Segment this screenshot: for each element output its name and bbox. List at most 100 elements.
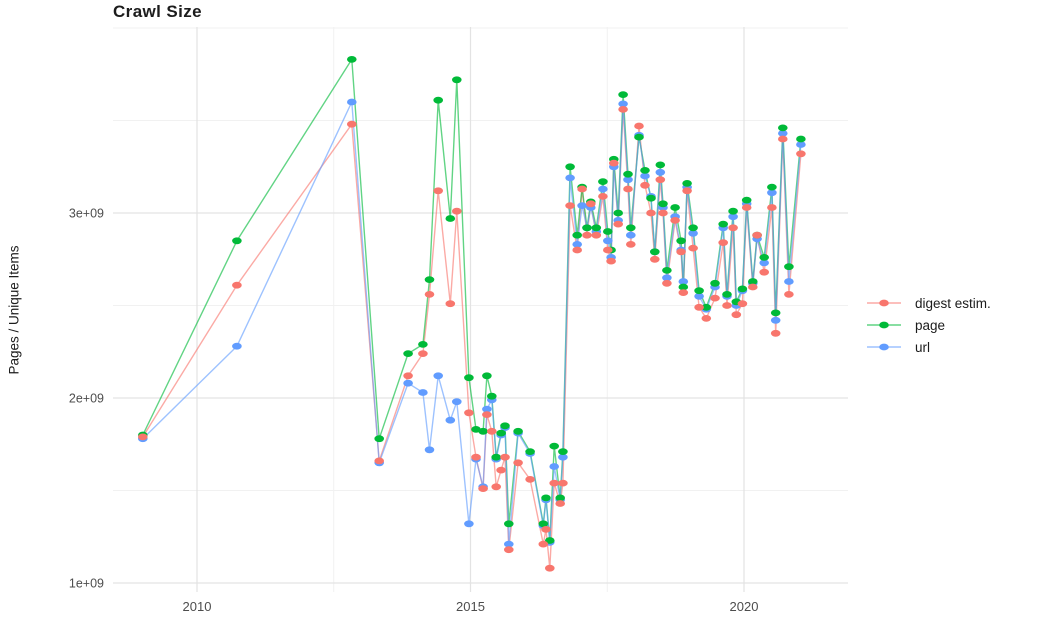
data-point-digest	[418, 350, 428, 357]
data-point-url	[623, 176, 633, 184]
data-point-url	[784, 278, 794, 285]
data-point-page	[582, 224, 592, 232]
data-point-digest	[491, 483, 502, 491]
data-point-digest	[549, 479, 559, 487]
data-point-digest	[640, 181, 650, 189]
legend-key-digest-icon	[866, 296, 902, 310]
data-point-url	[424, 446, 435, 454]
data-point-url	[759, 259, 769, 267]
x-tick-label: 2020	[730, 599, 759, 614]
data-point-page	[728, 207, 738, 215]
legend-key-page-icon	[866, 318, 902, 332]
legend-key-point	[879, 299, 889, 307]
data-point-digest	[650, 255, 660, 263]
data-point-digest	[678, 289, 689, 296]
data-point-digest	[452, 207, 462, 215]
data-point-digest	[784, 291, 794, 298]
data-point-page	[770, 309, 781, 317]
data-point-digest	[618, 106, 628, 113]
data-point-digest	[606, 257, 616, 265]
data-point-url	[452, 398, 462, 406]
data-point-page	[682, 180, 692, 187]
data-point-page	[452, 76, 462, 84]
data-point-digest	[545, 564, 555, 572]
data-point-digest	[603, 246, 613, 254]
data-point-page	[403, 350, 413, 357]
data-point-url	[464, 520, 474, 528]
data-point-page	[688, 224, 698, 232]
data-point-page	[513, 427, 523, 435]
data-point-url	[655, 168, 666, 176]
series-lines	[142, 58, 802, 569]
data-point-digest	[582, 231, 592, 239]
data-point-page	[374, 435, 385, 443]
y-axis-title: Pages / Unique Items	[6, 245, 22, 375]
y-tick-label: 2e+09	[69, 392, 104, 406]
legend-label-url: url	[915, 339, 931, 355]
x-tick-label: 2010	[183, 599, 212, 614]
data-point-digest	[623, 185, 633, 193]
data-point-page	[634, 133, 644, 141]
data-point-url	[796, 141, 806, 148]
legend-key-url-icon	[866, 340, 902, 354]
legend-key-point	[879, 343, 889, 351]
legend: digest estim. page url	[866, 292, 991, 358]
data-point-page	[767, 183, 777, 191]
data-point-page	[737, 285, 748, 293]
data-point-page	[478, 427, 488, 435]
y-tick-label: 1e+09	[69, 577, 104, 591]
data-point-url	[694, 292, 704, 300]
data-point-page	[591, 224, 602, 232]
data-point-digest	[598, 193, 608, 200]
data-point-page	[598, 178, 608, 186]
data-point-digest	[731, 311, 742, 319]
data-point-digest	[655, 176, 666, 184]
data-point-digest	[586, 200, 596, 208]
data-point-digest	[609, 159, 619, 167]
data-point-page	[655, 161, 666, 169]
data-point-page	[670, 204, 680, 211]
data-point-digest	[403, 372, 413, 380]
data-point-url	[565, 174, 575, 182]
data-point-digest	[770, 329, 781, 337]
data-point-page	[718, 220, 728, 228]
data-point-digest	[478, 485, 488, 492]
data-point-url	[572, 241, 582, 248]
data-point-page	[504, 520, 514, 528]
data-point-digest	[688, 244, 698, 252]
data-point-digest	[374, 457, 385, 465]
data-point-digest	[710, 294, 720, 302]
data-point-url	[688, 229, 698, 237]
data-point-url	[640, 172, 650, 180]
y-tick-label: 3e+09	[69, 207, 104, 221]
data-point-digest	[541, 526, 551, 533]
data-point-digest	[662, 279, 672, 287]
data-point-url	[418, 389, 428, 396]
data-point-page	[650, 248, 660, 256]
data-point-digest	[646, 209, 656, 217]
data-point-digest	[737, 300, 748, 308]
data-point-page	[662, 267, 672, 274]
data-point-page	[572, 231, 582, 239]
data-point-digest	[471, 453, 481, 461]
data-point-url	[558, 453, 568, 461]
data-point-page	[796, 135, 806, 143]
data-point-digest	[565, 202, 575, 210]
data-point-page	[347, 56, 357, 63]
legend-label-digest: digest estim.	[915, 295, 991, 311]
gridlines-minor	[113, 27, 848, 592]
data-point-page	[722, 291, 732, 298]
data-point-url	[577, 202, 587, 210]
series-points	[138, 56, 806, 572]
legend-item-url: url	[866, 336, 991, 358]
data-point-page	[613, 209, 623, 217]
legend-label-page: page	[915, 317, 946, 333]
data-point-page	[424, 276, 435, 283]
data-point-digest	[347, 120, 357, 128]
legend-item-page: page	[866, 314, 991, 336]
data-point-url	[626, 231, 636, 239]
data-point-page	[487, 392, 497, 400]
data-point-url	[403, 379, 413, 387]
axis-labels: 1e+09 2e+09 3e+09 2010 2015 2020	[69, 207, 759, 615]
